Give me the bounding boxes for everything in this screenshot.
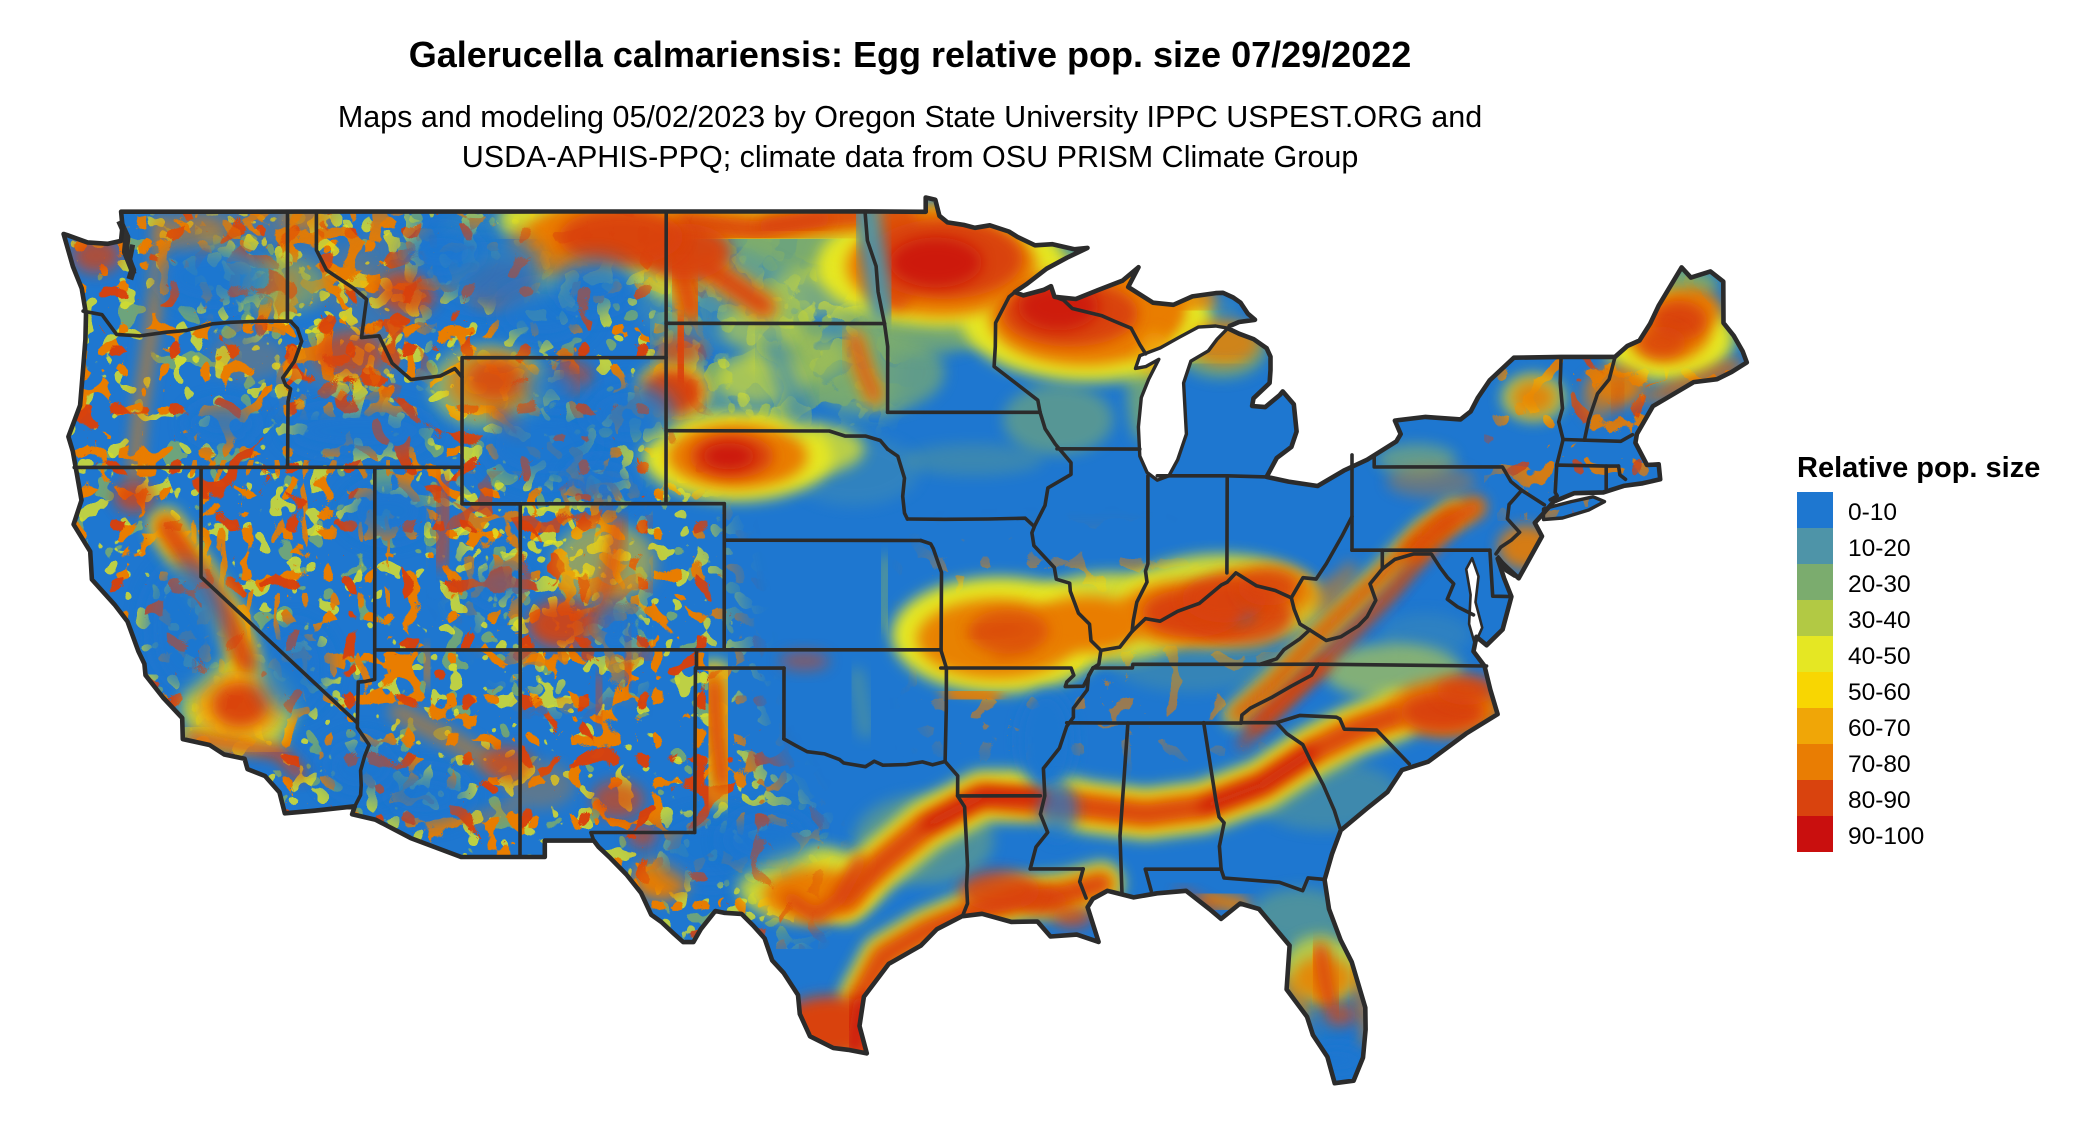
svg-text:0-10: 0-10 — [1848, 499, 1897, 526]
svg-text:30-40: 30-40 — [1848, 607, 1911, 634]
svg-text:70-80: 70-80 — [1848, 751, 1911, 778]
svg-text:90-100: 90-100 — [1848, 823, 1924, 850]
svg-text:60-70: 60-70 — [1848, 715, 1911, 742]
svg-text:80-90: 80-90 — [1848, 787, 1911, 814]
svg-text:Galerucella calmariensis: Egg: Galerucella calmariensis: Egg relative p… — [409, 34, 1412, 75]
svg-text:USDA-APHIS-PPQ; climate data f: USDA-APHIS-PPQ; climate data from OSU PR… — [462, 140, 1359, 174]
svg-text:40-50: 40-50 — [1848, 643, 1911, 670]
svg-text:Maps and modeling 05/02/2023 b: Maps and modeling 05/02/2023 by Oregon S… — [338, 100, 1482, 134]
svg-text:50-60: 50-60 — [1848, 679, 1911, 706]
svg-text:20-30: 20-30 — [1848, 571, 1911, 598]
svg-text:10-20: 10-20 — [1848, 535, 1911, 562]
svg-text:Relative pop. size: Relative pop. size — [1797, 452, 2040, 484]
